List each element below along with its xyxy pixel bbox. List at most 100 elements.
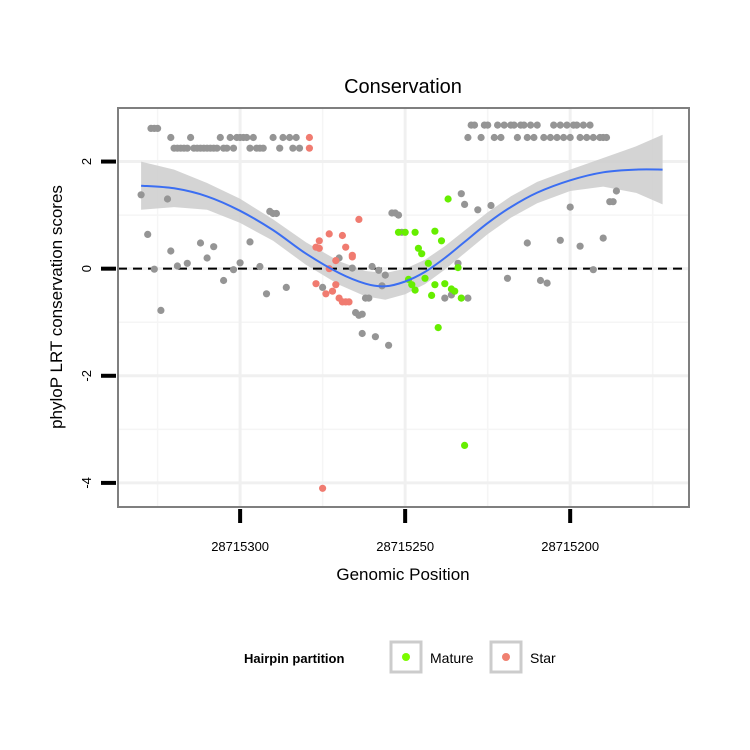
data-point-other bbox=[246, 144, 254, 152]
data-point-other bbox=[536, 276, 545, 285]
data-point-other bbox=[286, 133, 294, 142]
data-point-other bbox=[167, 133, 175, 142]
data-points bbox=[137, 121, 621, 492]
data-point-other bbox=[256, 262, 264, 271]
data-point-other bbox=[187, 133, 195, 142]
data-point-other bbox=[249, 133, 257, 142]
data-point-mature bbox=[408, 281, 416, 289]
data-point-mature bbox=[434, 324, 442, 332]
data-point-other bbox=[144, 230, 152, 238]
y-tick-label: 0 bbox=[79, 265, 94, 272]
data-point-other bbox=[279, 133, 287, 142]
data-point-other bbox=[154, 124, 162, 132]
confidence-band bbox=[141, 134, 663, 300]
data-point-mature bbox=[411, 228, 419, 236]
data-point-other bbox=[543, 279, 551, 287]
y-tick-label: -4 bbox=[79, 477, 94, 489]
data-point-star bbox=[305, 133, 313, 142]
data-point-mature bbox=[394, 228, 403, 236]
data-point-other bbox=[464, 133, 472, 142]
data-point-other bbox=[474, 206, 482, 214]
data-point-other bbox=[167, 247, 175, 255]
data-point-other bbox=[243, 133, 251, 142]
data-point-other bbox=[520, 121, 528, 129]
data-point-other bbox=[216, 133, 224, 142]
data-point-other bbox=[229, 266, 238, 274]
data-point-other bbox=[183, 259, 191, 267]
legend-title: Hairpin partition bbox=[244, 651, 344, 666]
data-point-other bbox=[292, 133, 300, 142]
data-point-other bbox=[612, 187, 621, 195]
data-point-other bbox=[368, 262, 376, 271]
data-point-other bbox=[487, 201, 495, 210]
data-point-star bbox=[312, 280, 320, 288]
data-point-other bbox=[540, 133, 548, 142]
legend-item-star: Star bbox=[489, 640, 556, 674]
data-point-mature bbox=[444, 195, 452, 203]
legend: Hairpin partition Mature Star bbox=[244, 640, 556, 674]
data-point-other bbox=[157, 306, 165, 314]
data-point-other bbox=[183, 144, 191, 152]
data-point-star bbox=[328, 287, 337, 295]
data-point-other bbox=[210, 243, 218, 251]
data-point-mature bbox=[451, 287, 459, 295]
data-point-mature bbox=[414, 244, 422, 252]
y-tick-label: 2 bbox=[79, 158, 94, 165]
data-point-other bbox=[573, 121, 581, 129]
chart-title: Conservation bbox=[344, 76, 462, 98]
data-point-mature bbox=[457, 294, 465, 302]
legend-label-star: Star bbox=[530, 650, 556, 666]
data-point-other bbox=[385, 341, 393, 349]
smooth-curve-layer bbox=[141, 168, 663, 288]
data-point-other bbox=[503, 274, 512, 282]
data-point-other bbox=[282, 283, 290, 291]
data-point-other bbox=[523, 133, 531, 142]
data-point-mature bbox=[437, 237, 446, 245]
data-point-other bbox=[358, 310, 366, 318]
data-point-other bbox=[394, 211, 403, 219]
data-point-other bbox=[527, 121, 535, 129]
data-point-other bbox=[276, 144, 284, 152]
data-point-other bbox=[269, 133, 277, 142]
data-point-star bbox=[338, 231, 346, 240]
data-point-other bbox=[262, 290, 271, 298]
smooth-fit-line bbox=[141, 168, 663, 288]
data-point-other bbox=[464, 294, 472, 302]
data-point-other bbox=[289, 144, 297, 152]
data-point-other bbox=[599, 234, 607, 242]
data-point-other bbox=[484, 121, 492, 129]
data-point-mature bbox=[441, 280, 449, 288]
data-point-star bbox=[355, 215, 363, 223]
data-point-other bbox=[576, 133, 584, 142]
confidence-band-layer bbox=[141, 134, 663, 300]
data-point-other bbox=[477, 133, 485, 142]
data-point-other bbox=[223, 144, 231, 152]
data-point-other bbox=[533, 121, 541, 129]
data-point-star bbox=[332, 257, 340, 265]
data-point-star bbox=[315, 237, 323, 245]
data-point-mature bbox=[428, 291, 436, 299]
data-point-other bbox=[226, 133, 234, 142]
data-point-other bbox=[272, 209, 280, 218]
data-point-other bbox=[576, 242, 584, 250]
data-point-other bbox=[510, 121, 518, 129]
y-axis-ticks: 2 0 -2 -4 bbox=[79, 158, 116, 489]
data-point-other bbox=[589, 266, 597, 274]
data-point-other bbox=[150, 265, 158, 273]
data-point-other bbox=[246, 238, 254, 246]
x-axis-title: Genomic Position bbox=[336, 565, 469, 584]
data-point-mature bbox=[418, 250, 426, 258]
legend-item-mature: Mature bbox=[389, 640, 474, 674]
data-point-mature bbox=[401, 228, 409, 236]
data-point-other bbox=[546, 133, 555, 142]
data-point-other bbox=[461, 200, 469, 208]
data-point-star bbox=[322, 290, 330, 298]
data-point-other bbox=[500, 121, 508, 129]
data-point-other bbox=[470, 121, 479, 129]
data-point-other bbox=[530, 133, 538, 142]
x-tick-label: 28715300 bbox=[211, 539, 269, 554]
data-point-other bbox=[579, 121, 588, 129]
data-point-other bbox=[556, 236, 564, 244]
legend-swatch-mature bbox=[402, 653, 410, 661]
data-point-mature bbox=[454, 264, 462, 272]
